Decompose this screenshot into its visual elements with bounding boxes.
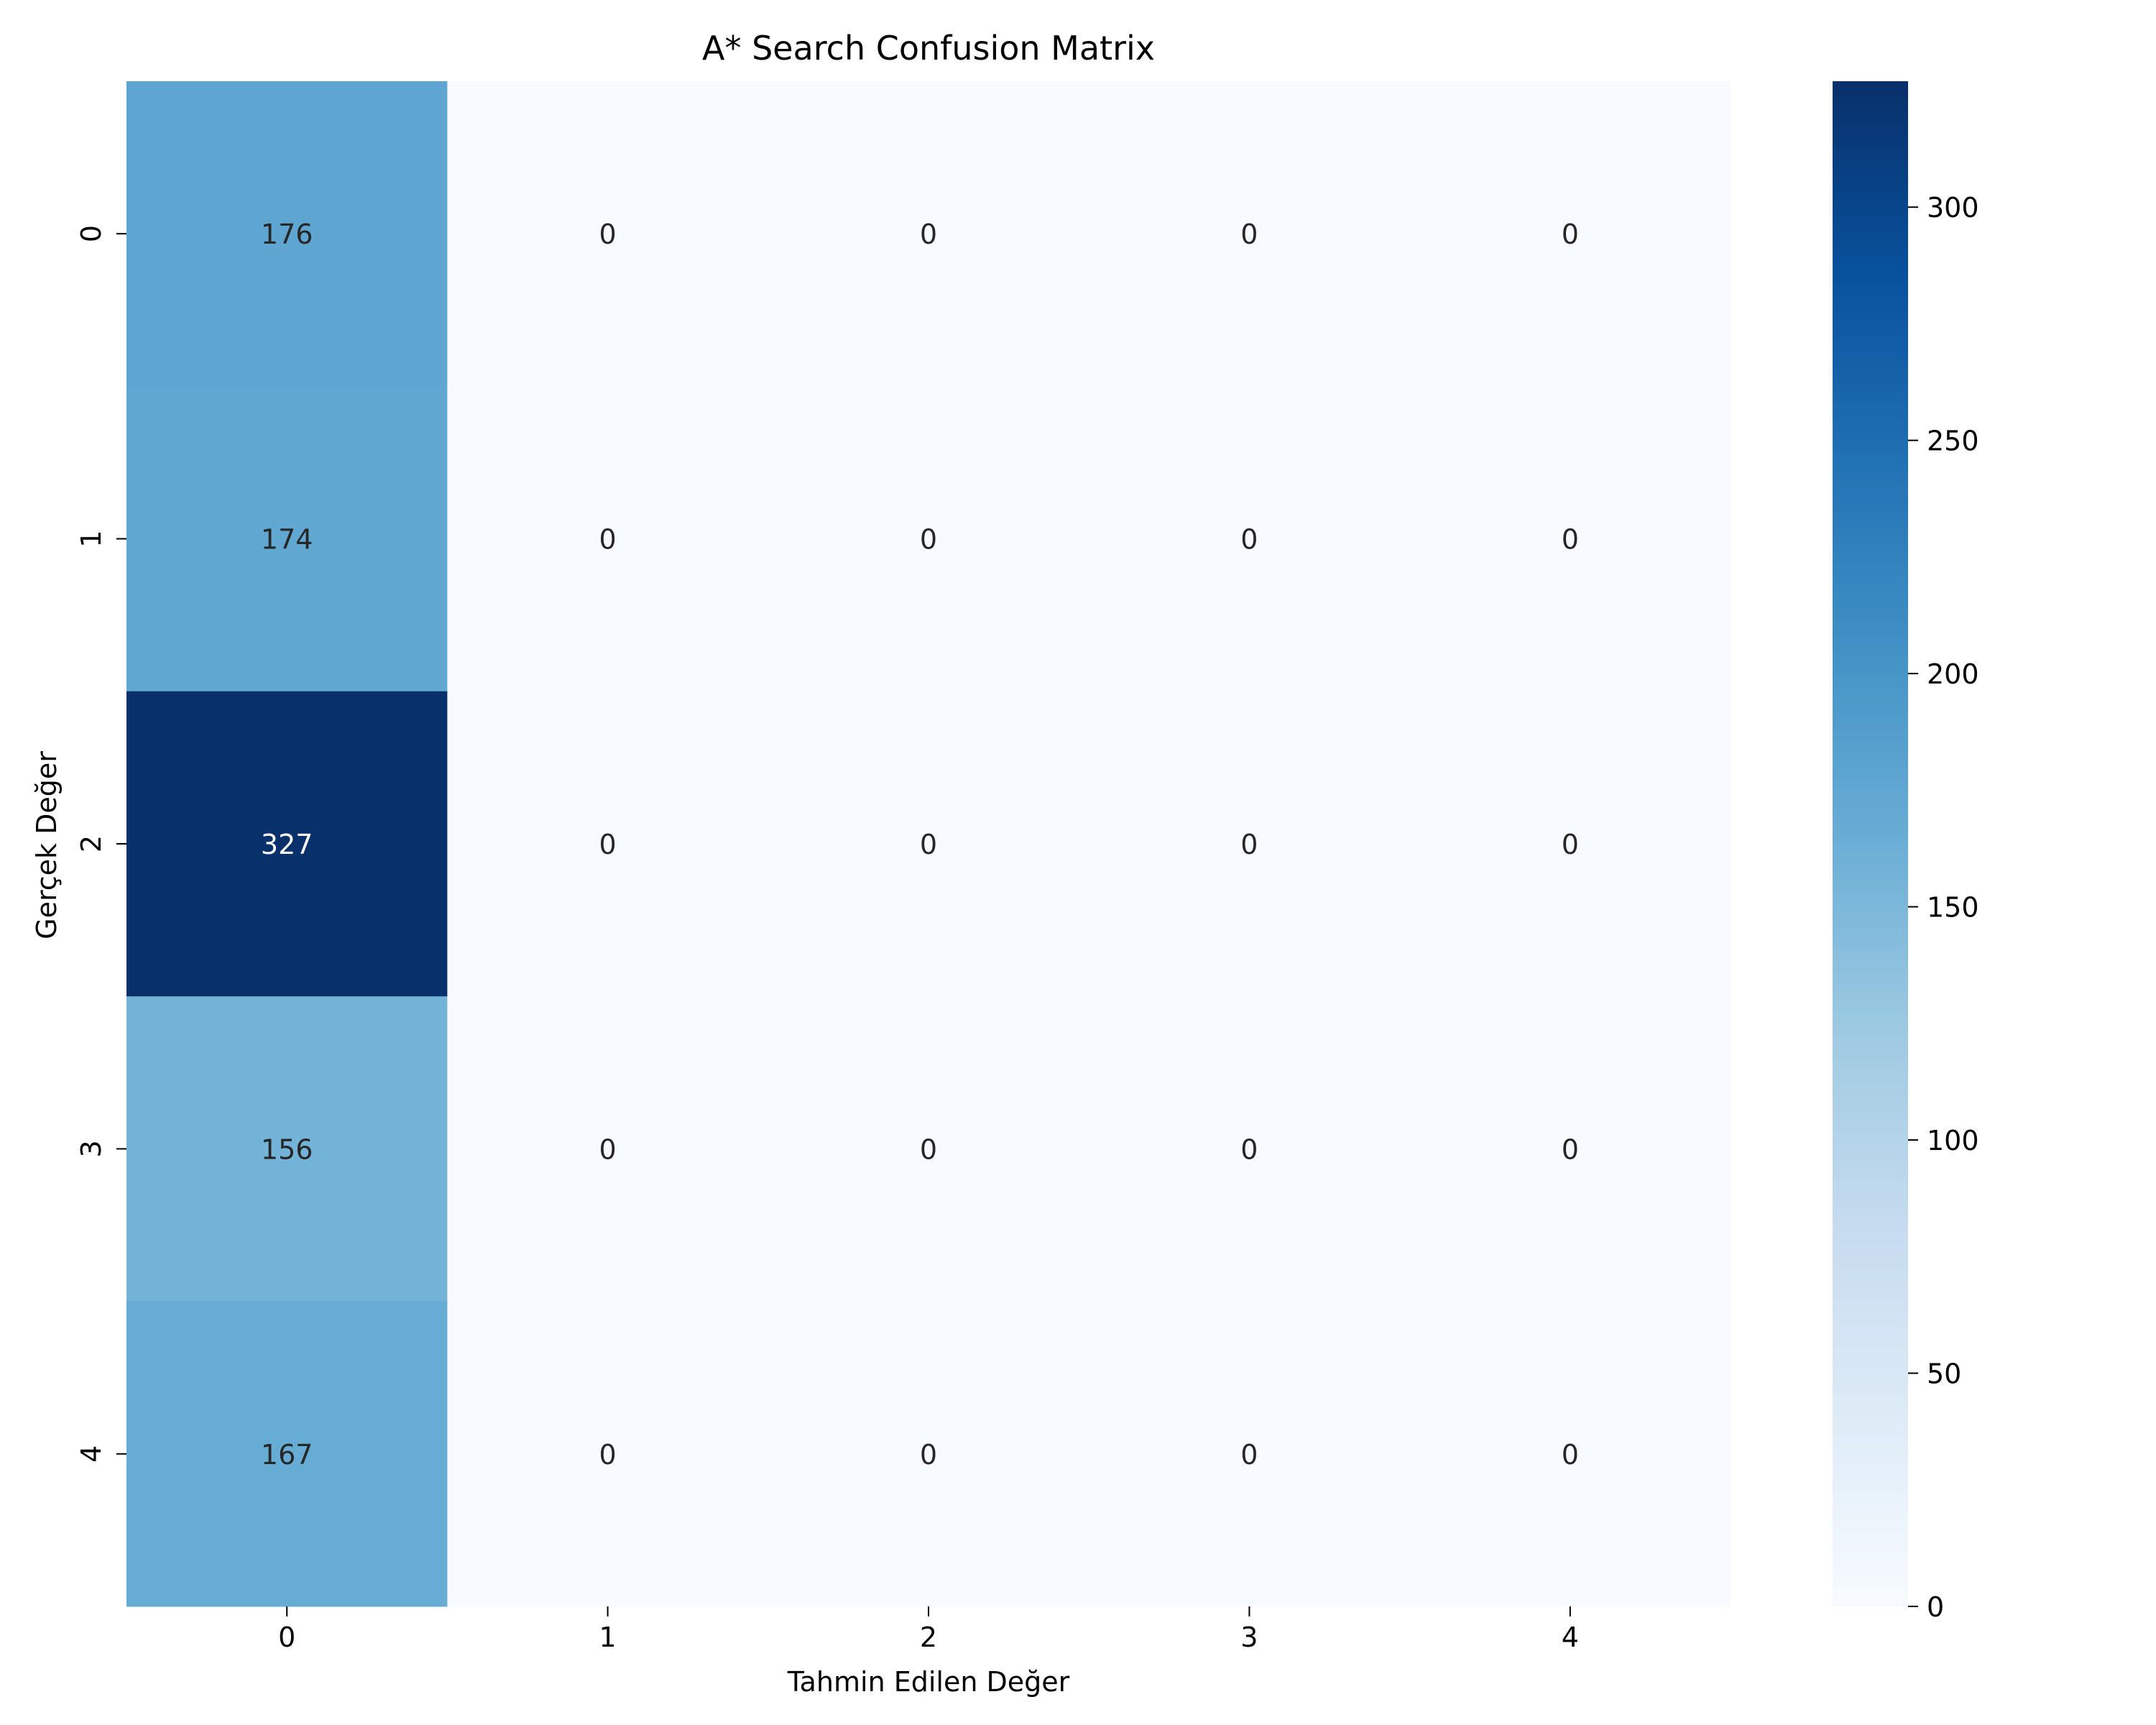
- colorbar-tick-label-5: 250: [1927, 426, 1979, 457]
- y-tick-label-2: 2: [75, 835, 107, 852]
- cell-value-r2-c1: 0: [599, 829, 617, 860]
- heatmap-cell-r4-c3: [1089, 1301, 1411, 1607]
- colorbar-tick-label-2: 100: [1927, 1125, 1979, 1156]
- x-axis: 0 1 2 3 4: [278, 1606, 1579, 1653]
- heatmap-cell-r3-c2: [768, 996, 1089, 1302]
- heatmap-cell-r4-c1: [447, 1301, 769, 1607]
- cell-value-r2-c4: 0: [1562, 829, 1579, 860]
- y-tick-label-0: 0: [75, 225, 107, 242]
- colorbar-tick-label-4: 200: [1927, 658, 1979, 690]
- colorbar: [1833, 81, 1908, 1606]
- heatmap-cell-r1-c3: [1089, 386, 1411, 692]
- cell-value-r0-c4: 0: [1562, 218, 1579, 250]
- colorbar-tick-label-0: 0: [1927, 1591, 1944, 1623]
- heatmap-cell-r2-c2: [768, 691, 1089, 997]
- cell-value-r0-c2: 0: [920, 218, 937, 250]
- heatmap-cell-r1-c1: [447, 386, 769, 692]
- cell-value-r2-c0: 327: [261, 829, 313, 860]
- cell-value-r1-c4: 0: [1562, 524, 1579, 556]
- y-tick-label-4: 4: [75, 1445, 107, 1463]
- cell-value-r4-c1: 0: [599, 1439, 617, 1471]
- cell-value-r3-c3: 0: [1240, 1133, 1258, 1165]
- x-tick-label-4: 4: [1562, 1622, 1579, 1653]
- cell-value-r1-c3: 0: [1240, 524, 1258, 556]
- x-tick-label-2: 2: [920, 1622, 937, 1653]
- y-tick-label-3: 3: [75, 1140, 107, 1157]
- cell-value-r1-c1: 0: [599, 524, 617, 556]
- heatmap-cell-r0-c0: [126, 81, 448, 387]
- heatmap-cell-r0-c1: [447, 81, 769, 387]
- heatmap-cell-r2-c1: [447, 691, 769, 997]
- heatmap-cell-r2-c3: [1089, 691, 1411, 997]
- heatmap-cell-r1-c0: [126, 386, 448, 692]
- chart-title: A* Search Confusion Matrix: [702, 29, 1155, 68]
- heatmap-cell-r3-c0: [126, 996, 448, 1302]
- cell-value-r3-c4: 0: [1562, 1133, 1579, 1165]
- cell-value-r4-c0: 167: [261, 1439, 313, 1471]
- cell-value-r3-c0: 156: [261, 1133, 313, 1165]
- heatmap-cell-r3-c1: [447, 996, 769, 1302]
- heatmap-cell-r2-c4: [1409, 691, 1731, 997]
- x-tick-label-0: 0: [278, 1622, 295, 1653]
- x-tick-label-3: 3: [1240, 1622, 1258, 1653]
- colorbar-tick-label-3: 150: [1927, 892, 1979, 924]
- cell-value-r0-c0: 176: [261, 218, 313, 250]
- cell-value-r2-c2: 0: [920, 829, 937, 860]
- cell-value-r0-c3: 0: [1240, 218, 1258, 250]
- cell-value-r3-c1: 0: [599, 1133, 617, 1165]
- x-tick-label-1: 1: [599, 1622, 617, 1653]
- y-tick-label-1: 1: [75, 530, 107, 548]
- cell-value-r4-c3: 0: [1240, 1439, 1258, 1471]
- heatmap-cell-r0-c2: [768, 81, 1089, 387]
- cell-value-r3-c2: 0: [920, 1133, 937, 1165]
- colorbar-ticks: 0 50 100 150 200 250 300: [1908, 192, 1979, 1623]
- heatmap-cell-r2-c0: [126, 691, 448, 997]
- colorbar-tick-label-1: 50: [1927, 1358, 1961, 1390]
- cell-value-r1-c0: 174: [261, 524, 313, 556]
- heatmap-cell-r0-c3: [1089, 81, 1411, 387]
- cell-value-r1-c2: 0: [920, 524, 937, 556]
- colorbar-tick-label-6: 300: [1927, 192, 1979, 224]
- y-axis: 0 1 2 3 4: [75, 225, 126, 1463]
- heatmap-cell-r3-c4: [1409, 996, 1731, 1302]
- cell-value-r4-c4: 0: [1562, 1439, 1579, 1471]
- x-axis-label: Tahmin Edilen Değer: [787, 1666, 1070, 1698]
- cell-value-r4-c2: 0: [920, 1439, 937, 1471]
- heatmap-cell-r3-c3: [1089, 996, 1411, 1302]
- y-axis-label: Gerçek Değer: [31, 751, 63, 939]
- heatmap-cell-r0-c4: [1409, 81, 1731, 387]
- heatmap-cells: [126, 81, 1731, 1607]
- heatmap-cell-r4-c4: [1409, 1301, 1731, 1607]
- heatmap-cell-r1-c4: [1409, 386, 1731, 692]
- cell-value-r2-c3: 0: [1240, 829, 1258, 860]
- cell-labels: 176 0 0 0 0 174 0 0 0 0 327 0 0 0 0 156 0 0 0 0 167 0 0 0 0: [261, 218, 1579, 1471]
- heatmap-cell-r1-c2: [768, 386, 1089, 692]
- heatmap-cell-r4-c2: [768, 1301, 1089, 1607]
- cell-value-r0-c1: 0: [599, 218, 617, 250]
- heatmap-cell-r4-c0: [126, 1301, 448, 1607]
